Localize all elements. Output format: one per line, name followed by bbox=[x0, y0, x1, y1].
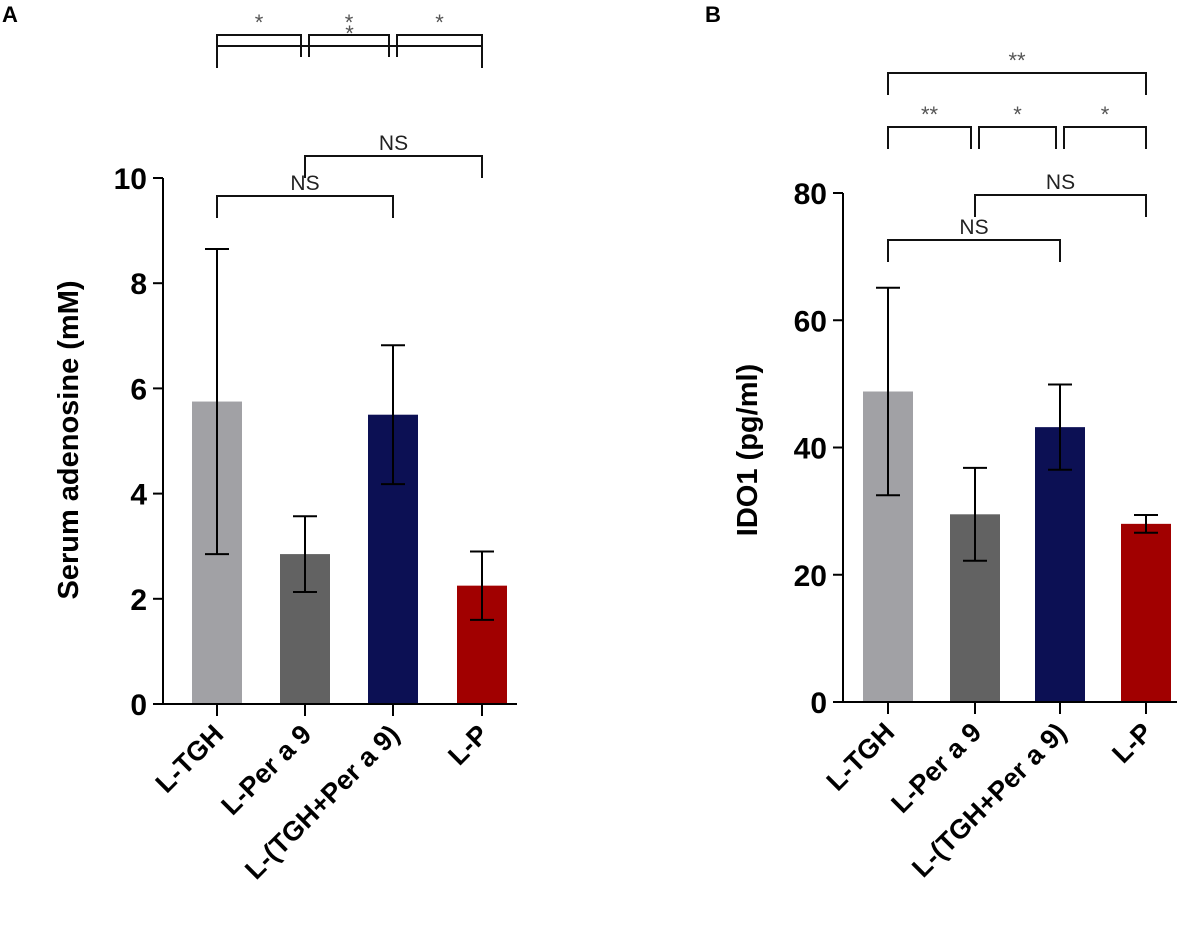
panel-b-bar-4 bbox=[1121, 523, 1171, 702]
panel-b-bracket-6 bbox=[887, 239, 1061, 262]
panel-a-x-tick-label-1: L-TGH bbox=[150, 719, 230, 799]
panel-b-bracket-label-5: NS bbox=[1046, 171, 1075, 194]
panel-a-bracket-5 bbox=[304, 155, 483, 178]
panel-b-bracket-4 bbox=[1063, 126, 1147, 149]
panel-b-y-axis-label: IDO1 (pg/ml) bbox=[732, 364, 764, 536]
panel-b-letter: B bbox=[705, 2, 721, 27]
panel-b-bracket-label-3: * bbox=[1013, 102, 1022, 127]
panel-b-x-tick-label-4: L-P bbox=[1106, 717, 1158, 769]
panel-b-x-tick-label-3: L-(TGH+Per a 9) bbox=[906, 717, 1072, 883]
panel-a-y-tick-6: 6 bbox=[130, 373, 147, 406]
panel-a-bracket-label-2: * bbox=[255, 10, 264, 35]
panel-b-error-bar-1 bbox=[876, 286, 900, 497]
panel-a-bracket-label-3: * bbox=[345, 10, 354, 35]
panel-b-y-tick-60: 60 bbox=[794, 305, 827, 338]
panel-a-error-bar-2 bbox=[293, 515, 317, 593]
panel-a-letter: A bbox=[2, 2, 18, 27]
panel-a-x-tick-label-3: L-(TGH+Per a 9) bbox=[239, 719, 405, 885]
panel-a-y-tick-8: 8 bbox=[130, 268, 147, 301]
panel-a-x-tick-label-4: L-P bbox=[442, 719, 494, 771]
panel-a-y-tick-4: 4 bbox=[130, 479, 147, 512]
panel-a-bracket-2 bbox=[216, 34, 302, 57]
panel-a-bracket-6 bbox=[216, 195, 394, 218]
panel-b-bracket-label-2: ** bbox=[921, 102, 939, 127]
panel-b-y-tick-20: 20 bbox=[794, 560, 827, 593]
panel-b-error-bar-3 bbox=[1048, 383, 1072, 471]
panel-b-bracket-5 bbox=[974, 194, 1147, 217]
panel-b-bracket-3 bbox=[978, 126, 1057, 149]
panel-a-y-tick-2: 2 bbox=[130, 584, 147, 617]
panel-b-y-tick-40: 40 bbox=[794, 433, 827, 466]
panel-b-bar-3 bbox=[1035, 427, 1085, 702]
panel-a-y-tick-10: 10 bbox=[114, 163, 147, 196]
panel-a-bracket-label-6: NS bbox=[290, 172, 319, 195]
panel-a-y-axis-label: Serum adenosine (mM) bbox=[53, 280, 85, 599]
panel-b-bracket-label-6: NS bbox=[959, 216, 988, 239]
panel-b-y-tick-0: 0 bbox=[810, 687, 827, 720]
panel-a-error-bar-1 bbox=[205, 248, 229, 556]
panel-b-bracket-1 bbox=[887, 72, 1147, 95]
panel-a-bracket-label-5: NS bbox=[379, 132, 408, 155]
panel-b-bracket-label-1: ** bbox=[1008, 48, 1026, 73]
panel-a-bracket-label-1: * bbox=[345, 21, 354, 46]
panel-a: A Serum adenosine (mM) 0246810L-TGHL-Per… bbox=[2, 2, 517, 885]
panel-a-error-bar-3 bbox=[381, 344, 405, 486]
panel-a-bracket-4 bbox=[396, 34, 483, 57]
panel-b-error-bar-2 bbox=[963, 466, 987, 562]
panel-b-bracket-2 bbox=[887, 126, 972, 149]
panel-b-y-tick-80: 80 bbox=[794, 178, 827, 211]
panel-a-bracket-1 bbox=[216, 45, 483, 68]
panel-b-x-tick-label-1: L-TGH bbox=[821, 717, 901, 797]
panel-b-error-bar-4 bbox=[1134, 513, 1158, 534]
panel-a-bracket-3 bbox=[308, 34, 390, 57]
panel-a-error-bar-4 bbox=[470, 550, 494, 621]
panel-a-y-tick-0: 0 bbox=[130, 689, 147, 722]
panel-a-bracket-label-4: * bbox=[435, 10, 444, 35]
panel-b-bracket-label-4: * bbox=[1101, 102, 1110, 127]
